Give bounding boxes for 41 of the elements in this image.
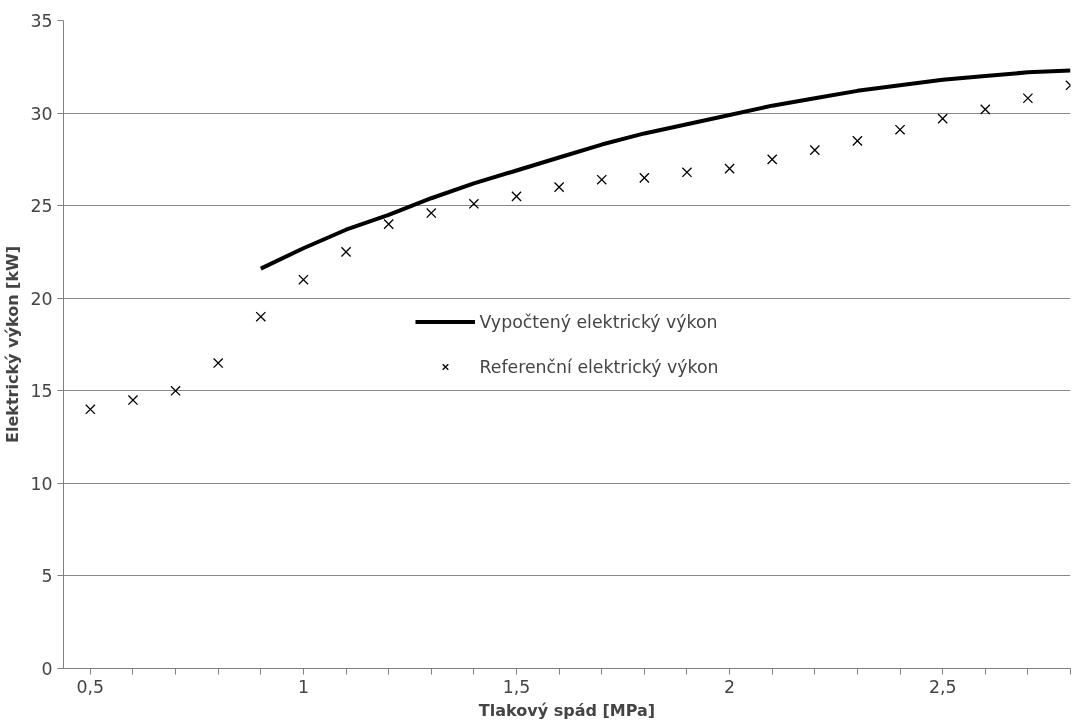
x-axis-title: Tlakový spád [MPa] (478, 700, 656, 720)
x-tick-label: 2,5 (928, 676, 957, 697)
point (894, 124, 906, 135)
x-tick-label: 1 (297, 676, 309, 697)
point (724, 163, 735, 174)
point (852, 135, 863, 147)
point (85, 404, 96, 415)
y-tick-label: 20 (30, 288, 53, 309)
point (553, 181, 565, 193)
point (809, 144, 821, 156)
point (170, 385, 181, 397)
point (681, 167, 693, 178)
x-tick-label: 1,5 (502, 676, 531, 697)
y-tick-label: 0 (41, 659, 53, 679)
x-tick-label: 0,5 (76, 676, 105, 697)
point (298, 274, 309, 285)
legend-label: Vypočtený elektrický výkon (479, 311, 718, 332)
point (383, 218, 394, 230)
point (980, 104, 991, 115)
point (639, 172, 650, 184)
point (766, 154, 778, 165)
y-tick-label: 30 (30, 103, 53, 124)
y-tick-label: 25 (30, 196, 53, 217)
x-tick-label: 2 (724, 676, 736, 697)
point (596, 174, 607, 185)
point (340, 246, 352, 258)
legend-label: Referenční elektrický výkon (479, 356, 719, 377)
y-tick-label: 35 (30, 11, 53, 31)
line-series (258, 68, 1071, 271)
point (937, 113, 948, 124)
point (426, 207, 437, 219)
y-tick-label: 15 (30, 381, 53, 402)
point (1022, 93, 1034, 104)
point (468, 198, 480, 210)
point (511, 191, 522, 202)
y-axis-title: Elektrický výkon [kW] (3, 246, 23, 443)
y-tick-label: 5 (41, 566, 53, 587)
point (255, 311, 267, 322)
y-tick-label: 10 (30, 473, 53, 494)
point (127, 394, 139, 406)
point (212, 357, 224, 369)
